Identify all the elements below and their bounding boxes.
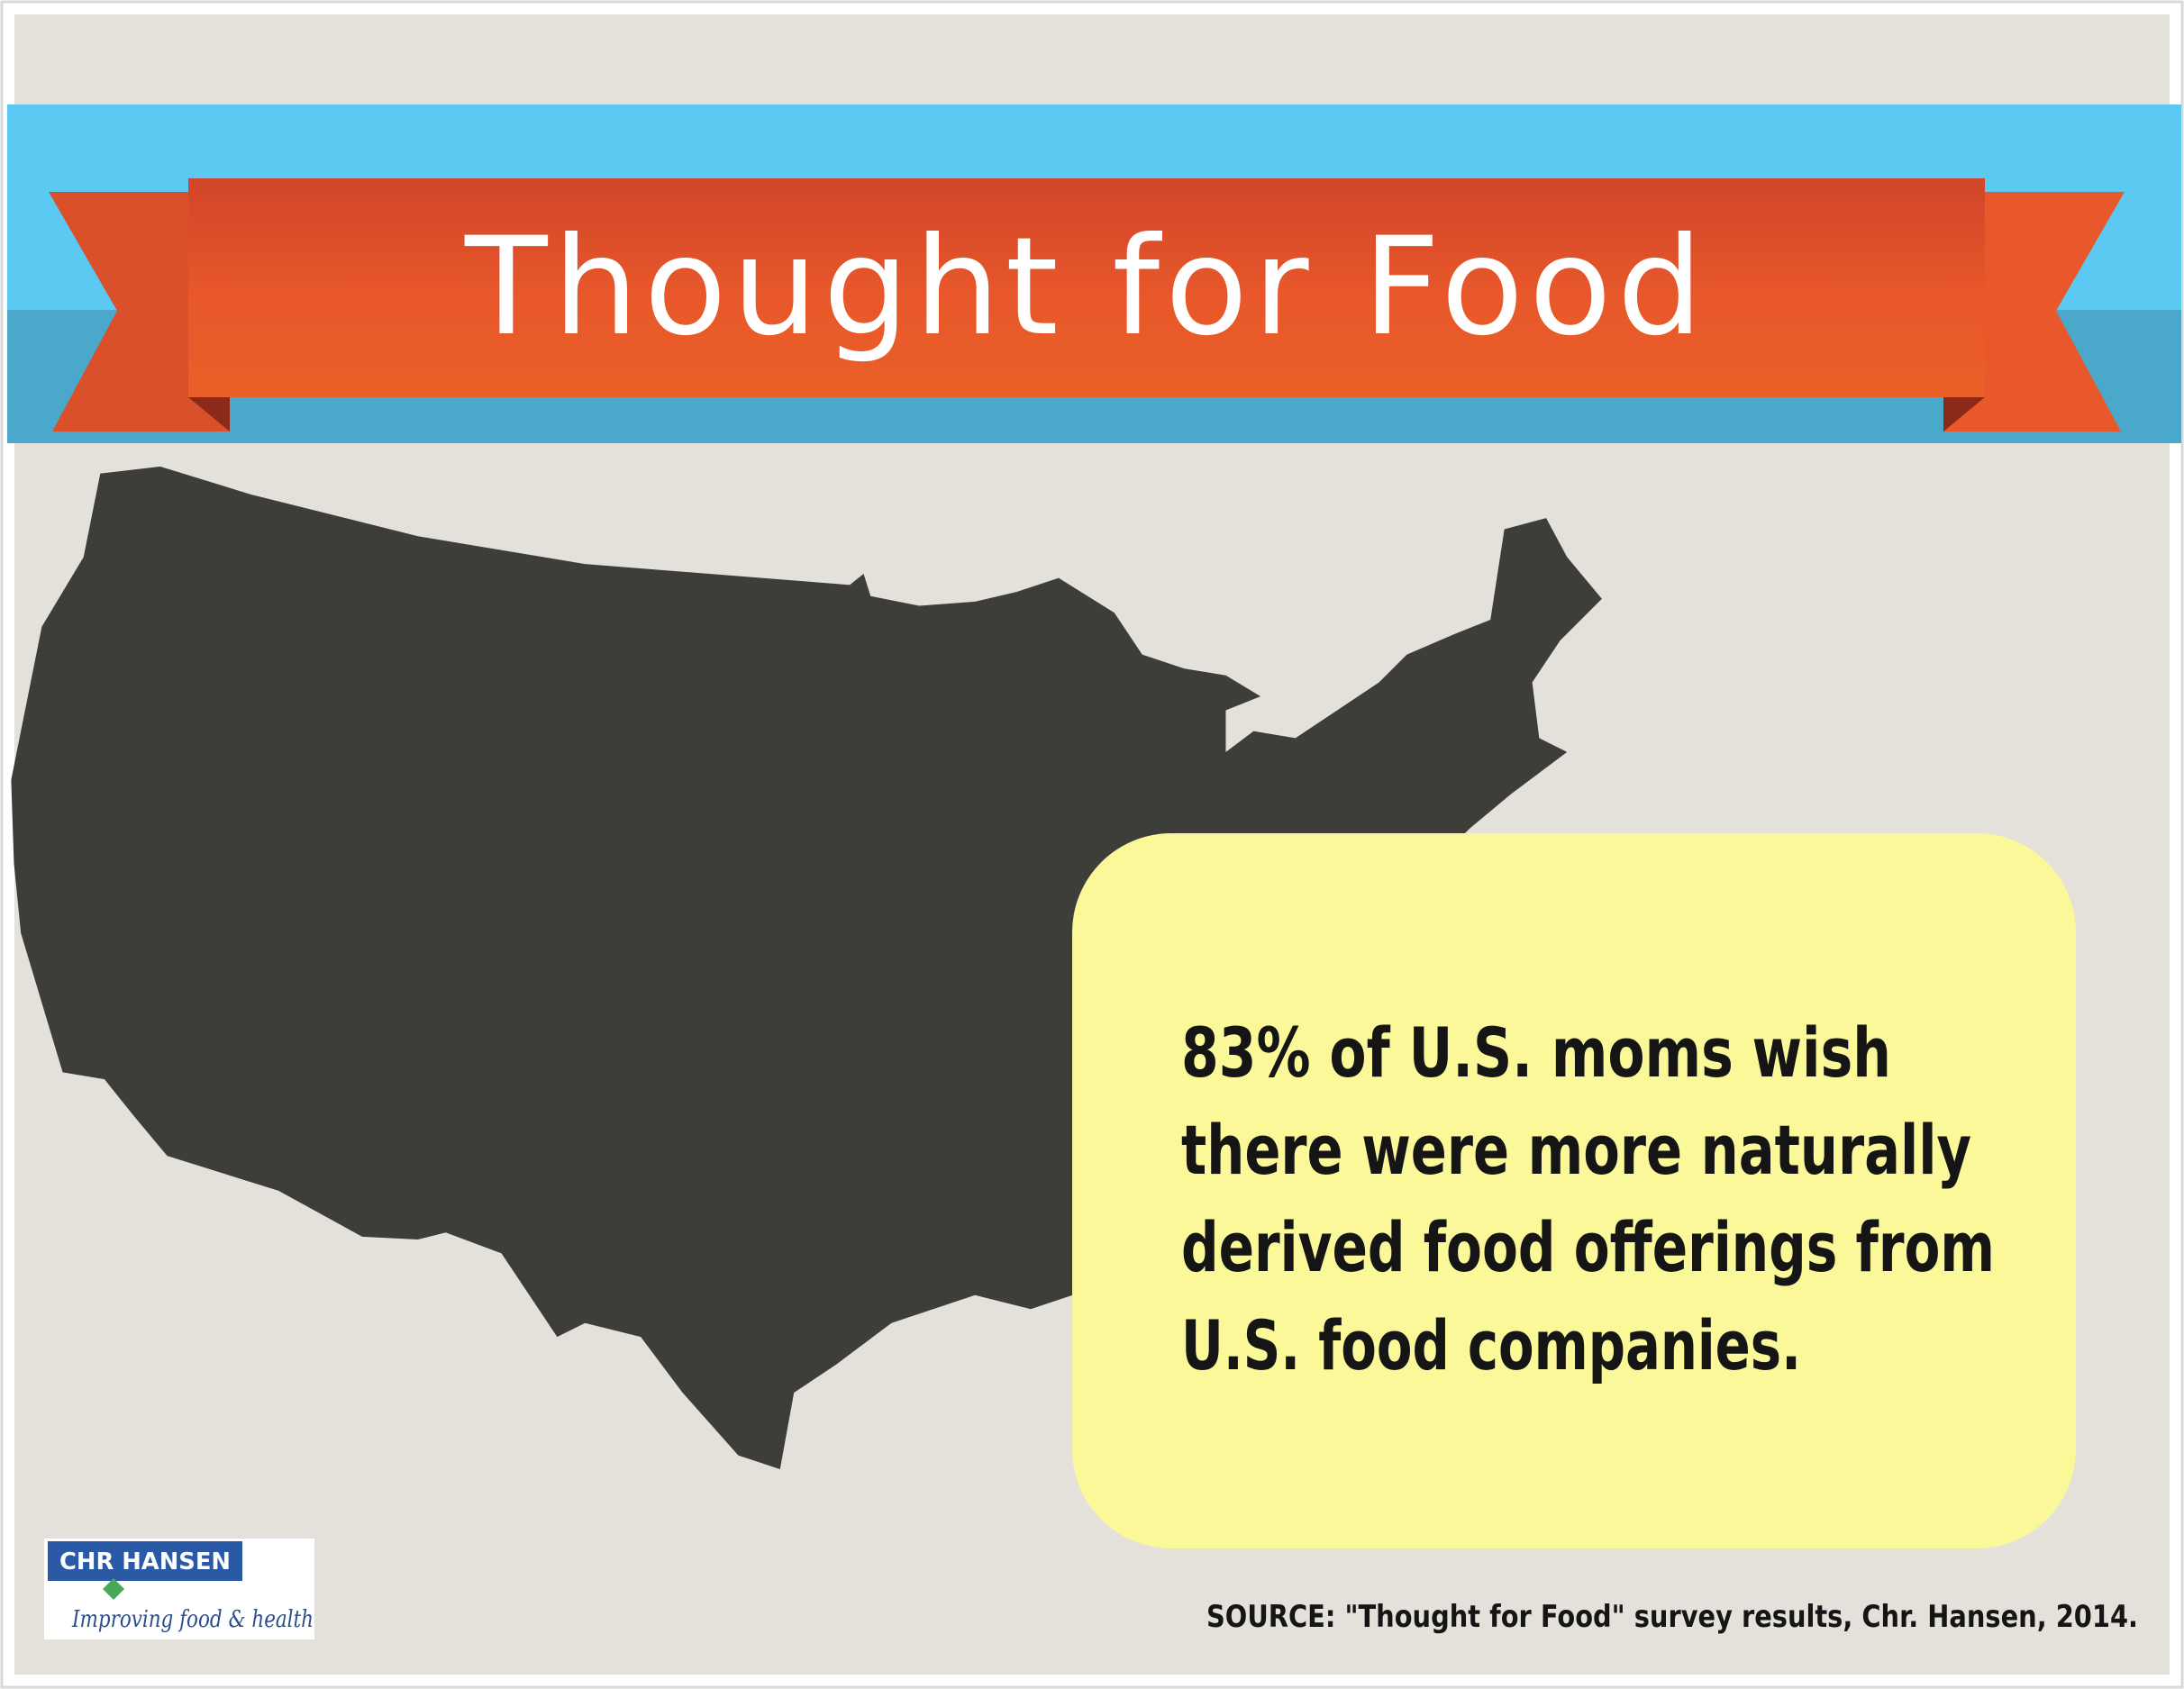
callout-box [1072,833,2076,1548]
ribbon-fold-right [1943,397,1985,431]
source: SOURCE: "Thought for Food" survey result… [1206,1599,2138,1635]
logo-bar [48,1541,242,1581]
logo-diamond [103,1578,124,1600]
callout-line: 83% of U.S. moms wish [1181,1012,1891,1093]
title: Thought for Food [464,209,1708,366]
logo-name: CHR HANSEN [59,1548,231,1575]
logo-tagline: Improving food & health [71,1606,314,1633]
us-map [11,466,1602,1470]
ribbon-tail-left [49,192,230,431]
ribbon-tail-right [1943,192,2125,431]
callout-line: there were more naturally [1181,1110,1971,1190]
ribbon-fold-left [188,397,230,431]
callout-line: derived food offerings from [1181,1207,1995,1287]
callout-line: U.S. food companies. [1181,1305,1801,1385]
ribbon [188,178,1985,397]
